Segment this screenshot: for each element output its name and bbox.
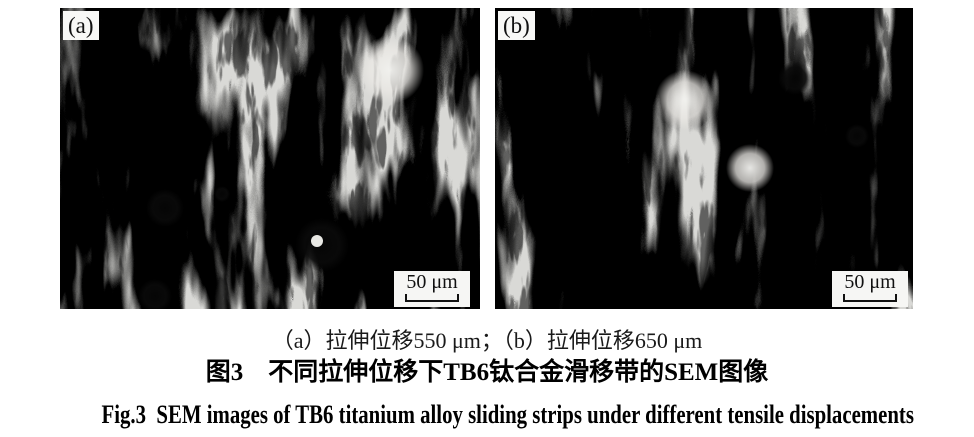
- scale-bar-line-b: [843, 294, 897, 302]
- scale-bar-b: 50 μm: [832, 271, 908, 307]
- sem-panel-b: (b) 50 μm: [495, 8, 913, 309]
- caption-title-en: Fig.3 SEM images of TB6 titanium alloy s…: [0, 399, 974, 430]
- panel-label-a: (a): [63, 11, 99, 40]
- sem-micrograph-a: [60, 8, 480, 309]
- sem-micrograph-b: [495, 8, 913, 309]
- scale-bar-label-a: 50 μm: [406, 271, 458, 293]
- panel-label-b: (b): [498, 11, 535, 40]
- scale-bar-a: 50 μm: [394, 271, 470, 307]
- scale-bar-label-b: 50 μm: [844, 271, 896, 293]
- caption-subpanels-cn: （a）拉伸位移550 μm；（b）拉伸位移650 μm: [271, 328, 703, 353]
- scale-bar-line-a: [405, 294, 459, 302]
- sem-panel-a: (a) 50 μm: [60, 8, 480, 309]
- caption-title-en-text: Fig.3 SEM images of TB6 titanium alloy s…: [101, 400, 914, 429]
- caption-title-cn: 图3 不同拉伸位移下TB6钛合金滑移带的SEM图像: [205, 359, 769, 386]
